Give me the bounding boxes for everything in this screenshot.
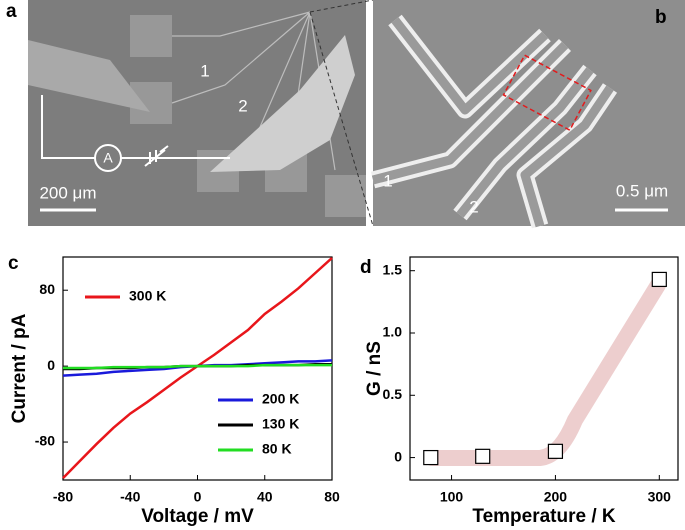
panel-letter: d bbox=[360, 257, 372, 278]
sem-image-b bbox=[370, 0, 685, 229]
x-tick-label: 80 bbox=[324, 489, 340, 505]
y-tick-label: 0 bbox=[394, 448, 402, 464]
x-tick-label: 300 bbox=[648, 489, 672, 505]
marker bbox=[547, 443, 564, 459]
marker bbox=[651, 271, 667, 288]
y-tick-label: 1.5 bbox=[383, 261, 403, 277]
x-tick-label: -80 bbox=[53, 489, 73, 505]
probe-label: 1 bbox=[200, 61, 209, 80]
x-axis-title: Temperature / K bbox=[472, 506, 616, 527]
y-tick-label: 1.0 bbox=[383, 324, 403, 340]
x-tick-label: 100 bbox=[440, 489, 464, 505]
y-tick-label: 0.5 bbox=[383, 386, 403, 402]
sem-image-a bbox=[28, 0, 374, 227]
y-axis-title: Current / pA bbox=[9, 313, 30, 423]
panel-letter: c bbox=[8, 253, 19, 274]
x-tick-label: -40 bbox=[120, 489, 140, 505]
scale-bar-label: 0.5 μm bbox=[616, 181, 668, 200]
legend-label: 300 K bbox=[129, 288, 166, 304]
trend-guide bbox=[424, 277, 666, 466]
scale-bar-label: 200 μm bbox=[39, 183, 96, 202]
y-tick-label: 80 bbox=[39, 281, 55, 297]
legend-label: 80 K bbox=[262, 441, 292, 457]
panel-letter: a bbox=[6, 1, 17, 22]
electrode-label: 2 bbox=[469, 197, 478, 216]
y-axis-title: G / nS bbox=[364, 341, 385, 396]
x-axis-title: Voltage / mV bbox=[141, 506, 254, 527]
y-tick-label: -80 bbox=[35, 433, 55, 449]
probe-label: 2 bbox=[238, 96, 247, 115]
legend-label: 200 K bbox=[262, 391, 299, 407]
x-tick-label: 0 bbox=[194, 489, 202, 505]
panel-letter: b bbox=[655, 7, 667, 28]
x-tick-label: 200 bbox=[544, 489, 568, 505]
line bbox=[63, 363, 332, 370]
y-tick-label: 0 bbox=[47, 357, 55, 373]
legend-label: 130 K bbox=[262, 416, 299, 432]
electrode-label: 1 bbox=[383, 171, 392, 190]
x-tick-label: 40 bbox=[257, 489, 273, 505]
ammeter-label: A bbox=[103, 150, 113, 166]
plot-frame bbox=[409, 256, 679, 481]
marker bbox=[475, 448, 491, 464]
marker bbox=[423, 449, 439, 466]
